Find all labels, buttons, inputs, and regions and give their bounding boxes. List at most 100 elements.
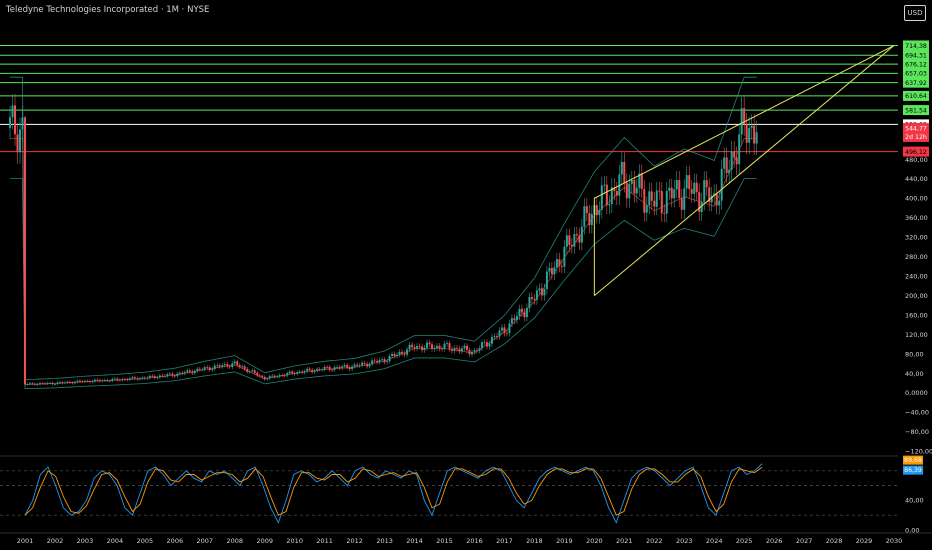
candle-body: [126, 379, 129, 381]
candle-body: [441, 348, 444, 350]
candle-body: [495, 336, 498, 338]
candle-body: [81, 381, 84, 383]
candle-body: [361, 362, 364, 366]
candle-body: [31, 383, 34, 385]
candle-body: [93, 379, 96, 382]
candle-body: [485, 342, 488, 347]
candle-body: [580, 226, 583, 243]
candle-body: [383, 359, 386, 363]
candle-body: [186, 370, 189, 373]
candle-body: [236, 361, 239, 366]
candle-body: [261, 375, 264, 377]
candle-body: [66, 381, 69, 383]
candle-body: [658, 190, 661, 192]
candle-body: [730, 151, 733, 170]
candle-body: [198, 368, 201, 370]
candle-body: [46, 382, 49, 384]
candle-body: [166, 374, 169, 377]
candle-body: [500, 327, 503, 331]
candle-body: [371, 360, 374, 365]
price-label: 637,92: [903, 77, 929, 88]
basis-line: [10, 138, 757, 385]
candle-body: [158, 375, 161, 378]
year-tick: 2005: [137, 537, 154, 545]
candle-body: [143, 377, 146, 379]
chart-title: Teledyne Technologies Incorporated · 1M …: [6, 5, 210, 15]
lower-band: [10, 178, 757, 390]
candle-body: [603, 184, 606, 186]
candle-body: [366, 363, 369, 367]
candle-body: [331, 369, 334, 371]
candle-body: [288, 371, 291, 374]
price-tick: 40,00: [905, 370, 924, 378]
candle-body: [228, 366, 231, 368]
candle-body: [443, 343, 446, 349]
candle-body: [475, 350, 478, 352]
currency-button[interactable]: USD: [904, 5, 926, 21]
candle-body: [373, 360, 376, 362]
candle-body: [353, 364, 356, 367]
year-tick: 2003: [77, 537, 94, 545]
candle-body: [693, 182, 696, 194]
candle-body: [358, 365, 361, 367]
candle-body: [633, 180, 636, 194]
candle-body: [570, 244, 573, 247]
candle-body: [263, 376, 266, 380]
price-tick: −120,00: [905, 448, 932, 456]
year-tick: 2008: [226, 537, 243, 545]
candle-body: [416, 346, 419, 349]
year-tick: 2001: [17, 537, 34, 545]
candle-body: [146, 377, 149, 379]
oscillator-value-text: 89,68: [904, 457, 922, 464]
price-label-text: 694,31: [905, 53, 927, 60]
candle-body: [503, 327, 506, 333]
candle-body: [680, 198, 683, 210]
candle-body: [650, 191, 653, 201]
candle-body: [153, 376, 156, 378]
candle-body: [605, 184, 608, 206]
candle-body: [106, 379, 109, 381]
candle-body: [623, 161, 626, 183]
year-tick: 2022: [646, 537, 663, 545]
year-tick: 2016: [466, 537, 483, 545]
candle-body: [560, 266, 563, 267]
candle-body: [111, 379, 114, 381]
year-tick: 2012: [346, 537, 363, 545]
candle-body: [620, 161, 623, 175]
candle-body: [108, 380, 111, 382]
candle-body: [19, 129, 22, 153]
year-tick: 2017: [496, 537, 513, 545]
candle-body: [316, 368, 319, 371]
candle-body: [388, 355, 391, 362]
candle-body: [553, 267, 556, 274]
candle-body: [628, 183, 631, 199]
candle-body: [61, 382, 64, 384]
candle-body: [428, 342, 431, 345]
price-tick: 240,00: [905, 272, 928, 280]
year-tick: 2030: [886, 537, 903, 545]
candle-body: [311, 369, 314, 373]
countdown-text: 2d 12h: [905, 134, 927, 141]
candle-body: [226, 364, 229, 367]
candle-body: [378, 359, 381, 363]
candle-body: [568, 235, 571, 245]
candle-body: [750, 125, 753, 129]
candle-body: [343, 365, 346, 367]
candle-body: [458, 348, 461, 352]
year-tick: 2028: [826, 537, 843, 545]
candle-body: [181, 372, 184, 374]
candle-body: [725, 157, 728, 174]
candle-body: [538, 288, 541, 291]
candle-body: [16, 134, 19, 153]
year-tick: 2023: [676, 537, 693, 545]
price-tick: 280,00: [905, 253, 928, 261]
price-tick: 360,00: [905, 214, 928, 222]
candle-body: [695, 182, 698, 193]
candle-body: [253, 370, 256, 373]
bollinger-bands: [10, 76, 757, 390]
trendline: [594, 45, 895, 199]
candle-body: [301, 371, 304, 373]
candle-body: [543, 289, 546, 296]
candle-body: [88, 381, 91, 383]
